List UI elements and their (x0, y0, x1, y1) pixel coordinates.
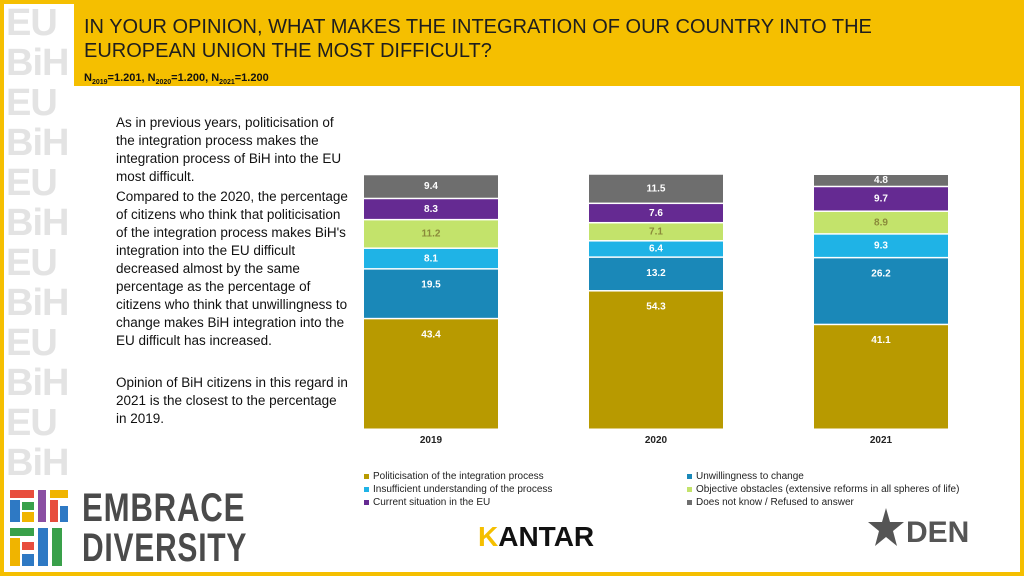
bar-segment-2019-0 (364, 319, 498, 429)
slide-title: IN YOUR OPINION, WHAT MAKES THE INTEGRAT… (84, 16, 872, 62)
bar-segment-2019-4 (364, 199, 498, 219)
bih-eu-colorful-icon (8, 488, 70, 568)
data-label-2020-5: 11.5 (647, 183, 666, 194)
legend-swatch (364, 500, 369, 505)
legend-swatch (687, 487, 692, 492)
data-label-2021-4: 9.7 (874, 194, 888, 205)
data-label-2021-3: 8.9 (874, 217, 888, 228)
data-label-2020-3: 7.1 (649, 227, 663, 238)
data-label-2019-3: 11.2 (422, 229, 441, 240)
legend-item-unwillingness: Unwillingness to change (687, 471, 804, 482)
data-label-2021-2: 9.3 (874, 241, 888, 252)
den-text: DEN (906, 516, 969, 549)
embrace-text: EMBRACE (82, 486, 246, 530)
data-label-2019-0: 43.4 (421, 329, 441, 340)
legend-item-insufficient-understanding: Insufficient understanding of the proces… (364, 484, 552, 495)
bar-segment-2021-2 (814, 234, 948, 257)
legend-item-does-not-know: Does not know / Refused to answer (687, 497, 854, 508)
data-label-2019-4: 8.3 (424, 204, 438, 215)
bar-segment-2020-2 (589, 241, 723, 257)
data-label-2021-5: 4.8 (874, 175, 888, 186)
bar-segment-2019-2 (364, 248, 498, 269)
data-label-2020-2: 6.4 (649, 244, 663, 255)
bar-segment-2020-3 (589, 223, 723, 241)
bar-segment-2019-3 (364, 220, 498, 248)
legend-swatch (364, 487, 369, 492)
data-label-2020-1: 13.2 (646, 268, 666, 279)
decorative-bih-eu-strip: EU BiH EU BiH EU BiH EU BiH EU BiH EU Bi… (6, 4, 68, 484)
bar-segment-2020-0 (589, 291, 723, 429)
data-label-2019-2: 8.1 (424, 253, 438, 264)
bar-segment-2020-1 (589, 257, 723, 291)
sample-size-note: N2019=1.201, N2020=1.200, N2021=1.200 (84, 72, 269, 87)
legend-item-current-situation: Current situation in the EU (364, 497, 490, 508)
bar-segment-2021-1 (814, 258, 948, 324)
data-label-2021-0: 41.1 (871, 335, 891, 346)
kantar-logo: KANTAR (478, 521, 595, 552)
data-label-2019-5: 9.4 (424, 181, 438, 192)
commentary-paragraph-3: Opinion of BiH citizens in this regard i… (116, 375, 348, 426)
data-label-2019-1: 19.5 (421, 280, 441, 291)
data-label-2021-1: 26.2 (871, 268, 891, 279)
den-logo: DEN (868, 508, 969, 549)
x-tick-label-2020: 2020 (645, 435, 668, 446)
bar-segment-2019-1 (364, 269, 498, 318)
legend-swatch (364, 474, 369, 479)
legend-item-objective-obstacles: Objective obstacles (extensive reforms i… (687, 484, 959, 495)
legend-swatch (687, 474, 692, 479)
bar-segment-2021-3 (814, 211, 948, 234)
stacked-bar-chart: 43.4 19.5 8.1 11.2 8.3 9.4 2019 54.3 13.2 6.4 7.1 7… (364, 174, 948, 446)
bar-segment-2021-0 (814, 325, 948, 429)
embrace-diversity-logo: EMBRACE DIVERSITY (8, 488, 248, 570)
bar-segment-2020-4 (589, 204, 723, 222)
den-star-icon (868, 508, 904, 546)
legend-swatch (687, 500, 692, 505)
commentary-paragraph-2: Compared to the 2020, the percentage of … (116, 189, 348, 348)
data-label-2020-4: 7.6 (649, 208, 663, 219)
diversity-text: DIVERSITY (82, 526, 248, 570)
bar-segment-2021-4 (814, 187, 948, 211)
bar-segment-2021-5 (814, 175, 948, 186)
commentary-text: As in previous years, politicisation of … (116, 114, 348, 430)
data-label-2020-0: 54.3 (646, 302, 666, 313)
legend-item-politicisation: Politicisation of the integration proces… (364, 471, 544, 482)
slide-header: IN YOUR OPINION, WHAT MAKES THE INTEGRAT… (74, 4, 1020, 86)
x-tick-label-2021: 2021 (870, 435, 893, 446)
x-tick-label-2019: 2019 (420, 435, 443, 446)
bar-segment-2020-5 (589, 174, 723, 203)
bar-segment-2019-5 (364, 175, 498, 198)
commentary-paragraph-1: As in previous years, politicisation of … (116, 115, 342, 184)
